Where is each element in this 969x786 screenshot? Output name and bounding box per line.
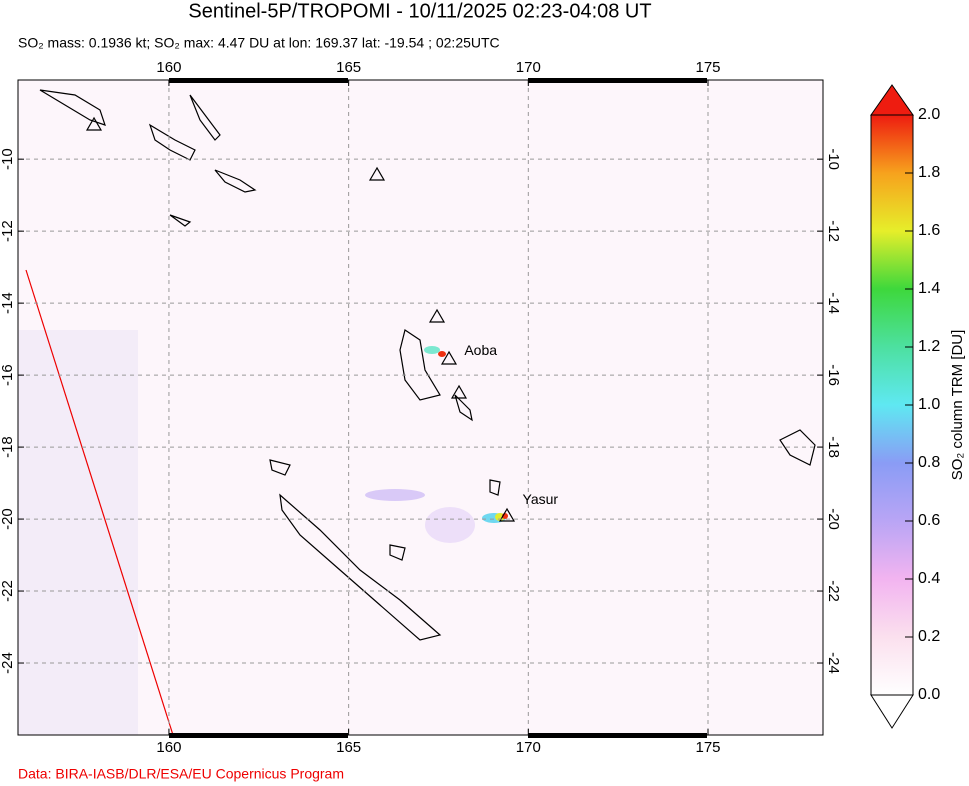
volcano-label: Yasur (523, 491, 559, 507)
x-tick-label: 165 (336, 739, 361, 756)
y-tick-label: -20 (0, 508, 16, 530)
y-tick-label: -22 (0, 580, 16, 602)
colorbar-tick-label: 2.0 (918, 106, 940, 123)
colorbar-tick-label: 0.8 (918, 454, 940, 471)
y-tick-label: -22 (825, 580, 842, 602)
y-tick-label: -18 (0, 436, 16, 458)
y-tick-label: -18 (825, 436, 842, 458)
map (18, 80, 823, 735)
coastlines (39, 89, 816, 641)
colorbar-tick-label: 0.0 (918, 686, 940, 703)
x-tick-label: 175 (695, 59, 720, 76)
x-tick-label: 165 (336, 59, 361, 76)
volcano-label: Aoba (464, 342, 497, 358)
y-tick-label: -24 (825, 652, 842, 674)
swath-edge (25, 269, 174, 735)
x-tick-label: 170 (516, 739, 541, 756)
credit: Data: BIRA-IASB/DLR/ESA/EU Copernicus Pr… (18, 766, 344, 782)
colorbar-tick-label: 0.4 (918, 570, 940, 587)
title: Sentinel-5P/TROPOMI - 10/11/2025 02:23-0… (188, 0, 651, 22)
y-tick-label: -24 (0, 652, 16, 674)
frame-bar (169, 733, 348, 738)
y-tick-label: -16 (0, 364, 16, 386)
frame-bar (169, 78, 348, 83)
so2-plumes (365, 346, 508, 543)
y-tick-label: -16 (825, 364, 842, 386)
y-tick-label: -20 (825, 508, 842, 530)
subtitle: SO₂ mass: 0.1936 kt; SO₂ max: 4.47 DU at… (18, 35, 500, 51)
y-tick-label: -10 (825, 148, 842, 170)
y-tick-label: -14 (0, 292, 16, 314)
y-tick-label: -14 (825, 292, 842, 314)
map-frame (17, 79, 824, 736)
colorbar-tick-label: 0.6 (918, 512, 940, 529)
colorbar-tick-label: 1.4 (918, 280, 940, 297)
colorbar-tick-label: 1.6 (918, 222, 940, 239)
colorbar-extend-min (870, 694, 914, 729)
frame-bar (528, 733, 707, 738)
y-tick-label: -12 (825, 220, 842, 242)
colorbar-tick-label: 1.8 (918, 164, 940, 181)
colorbar-tick-label: 1.2 (918, 338, 940, 355)
y-tick-label: -10 (0, 148, 16, 170)
map-background (18, 80, 823, 735)
colorbar-tick-label: 0.2 (918, 628, 940, 645)
volcano-markers (85, 116, 516, 522)
x-tick-label: 160 (156, 59, 181, 76)
y-tick-label: -12 (0, 220, 16, 242)
frame-bar (528, 78, 707, 83)
colorbar-tick-label: 1.0 (918, 396, 940, 413)
x-tick-label: 170 (516, 59, 541, 76)
x-tick-label: 175 (695, 739, 720, 756)
colorbar-extend-max (870, 84, 914, 116)
swath-noise (18, 330, 138, 735)
x-tick-label: 160 (156, 739, 181, 756)
colorbar-label: SO₂ column TRM [DU] (949, 330, 966, 481)
